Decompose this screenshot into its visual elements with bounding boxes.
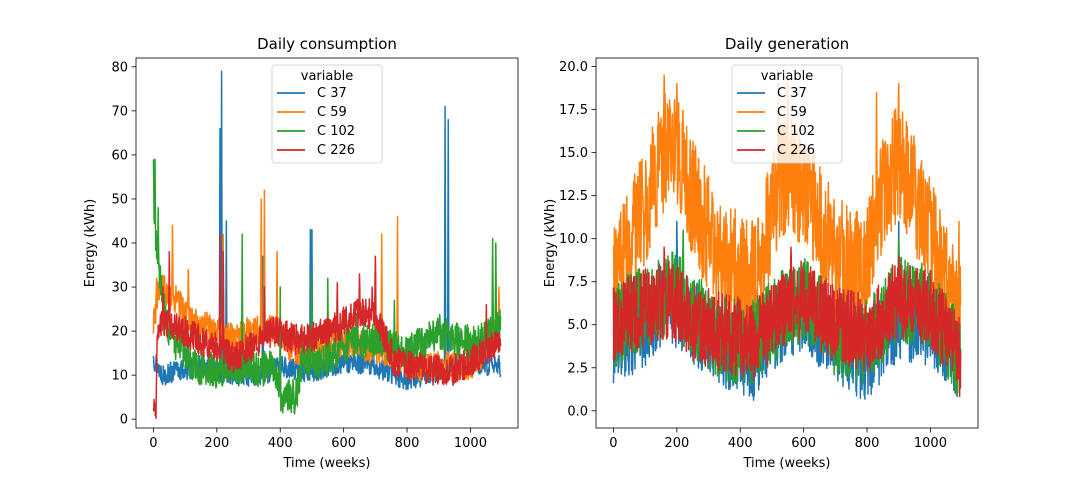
y-tick-label: 10 bbox=[111, 369, 128, 384]
y-tick-label: 50 bbox=[111, 192, 128, 207]
legend: variable C 37 C 59 C 102 C 226 bbox=[731, 64, 843, 164]
legend-entry: C 59 bbox=[777, 105, 807, 120]
y-tick-label: 7.5 bbox=[567, 275, 588, 290]
legend-entry: C 102 bbox=[777, 124, 815, 139]
legend-entry: C 59 bbox=[317, 105, 347, 120]
axes-frame bbox=[595, 57, 979, 429]
x-tick-label: 800 bbox=[855, 436, 880, 451]
legend-entry: C 102 bbox=[317, 124, 355, 139]
x-axis-label: Time (weeks) bbox=[742, 456, 830, 471]
series-line-c-226 bbox=[612, 246, 962, 398]
x-tick-label: 1000 bbox=[914, 436, 947, 451]
x-tick-label: 200 bbox=[204, 436, 229, 451]
legend-entry: C 37 bbox=[317, 86, 347, 101]
x-tick-label: 0 bbox=[609, 436, 617, 451]
legend-title: variable bbox=[761, 69, 813, 84]
x-tick-label: 400 bbox=[268, 436, 293, 451]
y-tick-label: 20.0 bbox=[559, 60, 588, 75]
y-tick-label: 20 bbox=[111, 325, 128, 340]
y-tick-label: 5.0 bbox=[567, 318, 588, 333]
y-tick-label: 10.0 bbox=[559, 232, 588, 247]
x-tick-label: 600 bbox=[331, 436, 356, 451]
y-axis-label: Energy (kWh) bbox=[543, 199, 558, 287]
x-tick-label: 800 bbox=[395, 436, 420, 451]
x-tick-label: 600 bbox=[791, 436, 816, 451]
series-line-c-226 bbox=[152, 233, 502, 420]
chart-title: Daily generation bbox=[725, 35, 849, 53]
y-axis-label: Energy (kWh) bbox=[83, 199, 98, 287]
legend: variable C 37 C 59 C 102 C 226 bbox=[271, 64, 383, 164]
legend-title: variable bbox=[301, 69, 353, 84]
y-tick-label: 60 bbox=[111, 148, 128, 163]
y-tick-label: 70 bbox=[111, 104, 128, 119]
x-tick-label: 400 bbox=[728, 436, 753, 451]
y-tick-label: 15.0 bbox=[559, 146, 588, 161]
x-axis-label: Time (weeks) bbox=[282, 456, 370, 471]
y-tick-label: 17.5 bbox=[559, 103, 588, 118]
legend-entry: C 226 bbox=[777, 143, 815, 158]
y-tick-label: 40 bbox=[111, 237, 128, 252]
x-tick-label: 0 bbox=[149, 436, 157, 451]
consumption-chart: 0 200 400 600 800 1000 0 10 20 30 40 50 60 70 80 Daily … bbox=[83, 35, 519, 471]
plot-area bbox=[152, 70, 502, 420]
chart-title: Daily consumption bbox=[257, 35, 397, 53]
y-tick-label: 30 bbox=[111, 281, 128, 296]
legend-entry: C 37 bbox=[777, 86, 807, 101]
y-tick-label: 2.5 bbox=[567, 361, 588, 376]
series-line-c-59 bbox=[612, 74, 962, 368]
y-tick-label: 80 bbox=[111, 60, 128, 75]
y-tick-label: 12.5 bbox=[559, 189, 588, 204]
legend-box bbox=[271, 64, 383, 164]
x-tick-label: 1000 bbox=[454, 436, 487, 451]
y-tick-label: 0.0 bbox=[567, 404, 588, 419]
plot-area bbox=[612, 74, 962, 401]
legend-entry: C 226 bbox=[317, 143, 355, 158]
x-tick-label: 200 bbox=[664, 436, 689, 451]
generation-chart: 0 200 400 600 800 1000 0.0 2.5 5.0 7.5 10.0 12.5 15.… bbox=[543, 35, 979, 471]
series-line-c-102 bbox=[152, 158, 502, 415]
legend-box bbox=[731, 64, 843, 164]
y-tick-label: 0 bbox=[120, 413, 128, 428]
